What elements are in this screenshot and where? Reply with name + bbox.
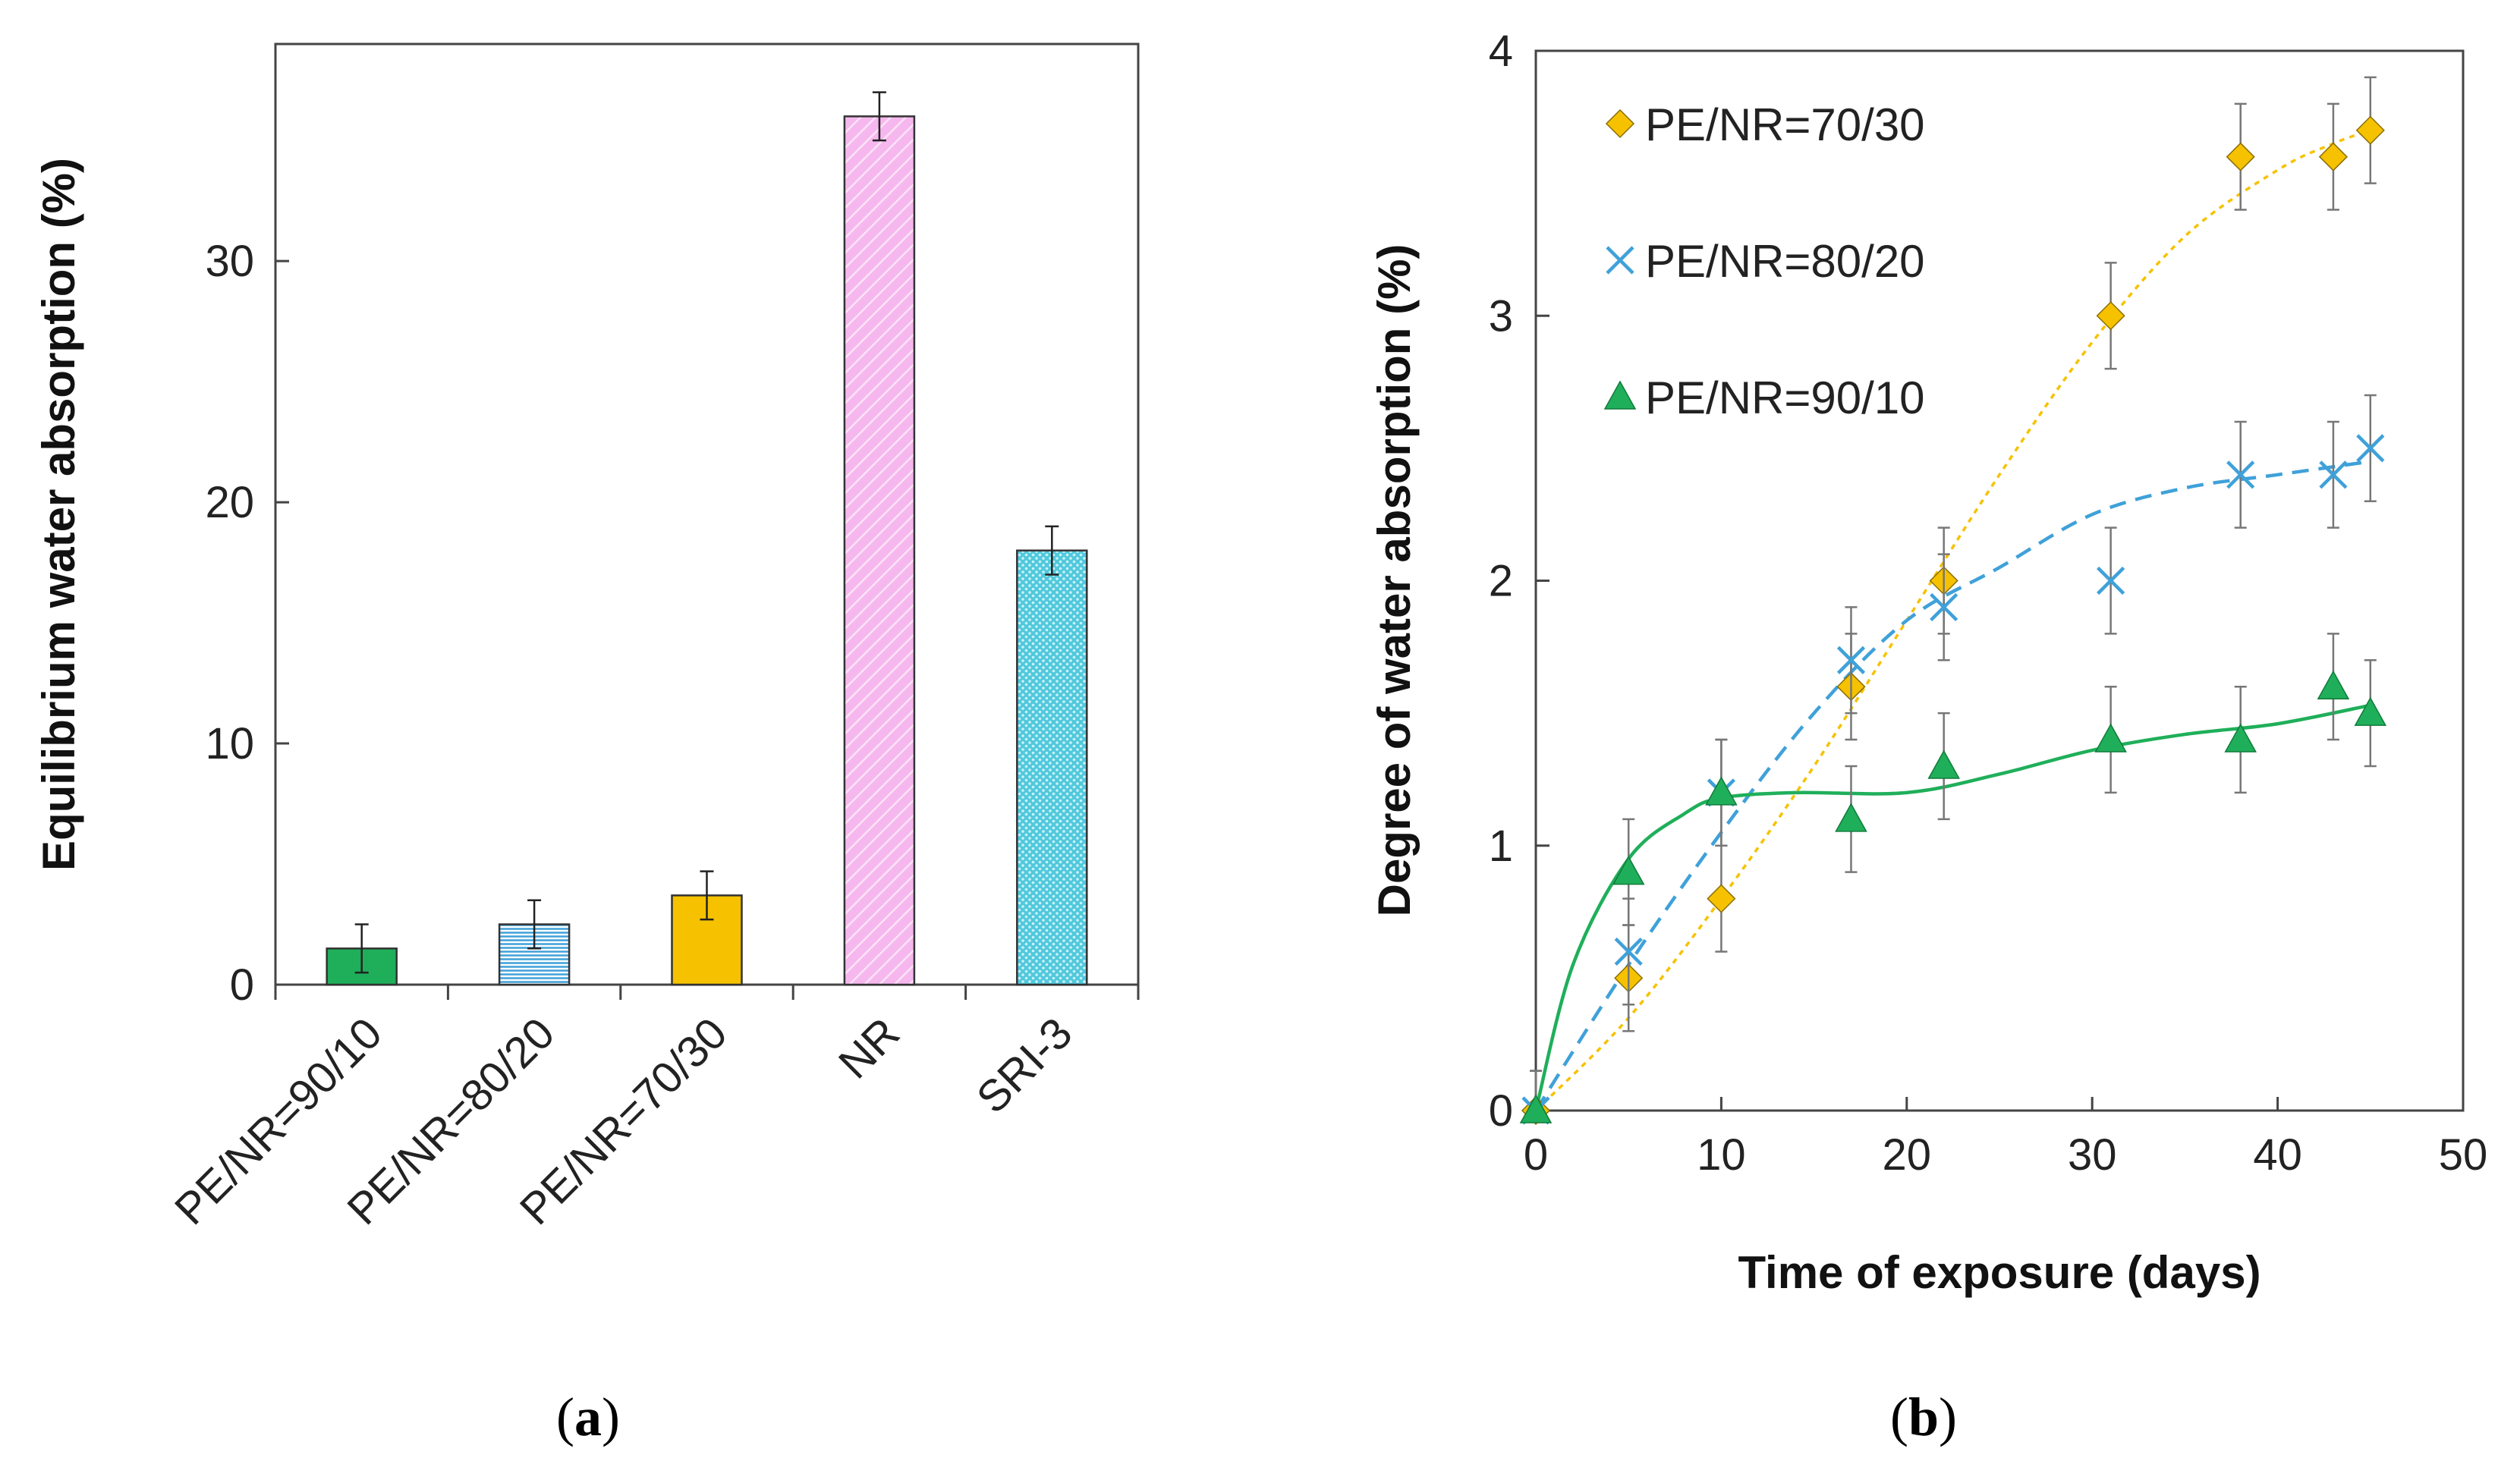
b-point-stroke xyxy=(2226,460,2255,489)
a-bar-2 xyxy=(498,923,571,986)
panel-a-y-ticks: 0 10 20 30 xyxy=(205,237,1140,1010)
b-series-2 xyxy=(1521,394,2385,1125)
a-category-label: SRI-3 xyxy=(967,1008,1082,1123)
a-bar-5 xyxy=(1016,549,1088,986)
panel-a-plot-frame xyxy=(274,42,1140,986)
b-point xyxy=(1707,884,1736,913)
b-point xyxy=(2354,696,2387,726)
panel-b-label: (b) xyxy=(1890,1387,1957,1447)
a-errorbar-5 xyxy=(1045,525,1059,576)
panel-b-trendlines xyxy=(1534,129,2371,1112)
panel-a-y-axis-label: Equilibrium water absorption (%) xyxy=(33,158,84,871)
a-bar-3 xyxy=(671,894,743,986)
b-point xyxy=(2097,566,2125,595)
b-trendline-1 xyxy=(1534,129,2371,1112)
b-ytick-label: 1 xyxy=(1489,822,1513,871)
b-point xyxy=(1927,749,1960,779)
a-bar-4 xyxy=(843,115,916,986)
b-point-stroke xyxy=(2319,460,2348,489)
b-point xyxy=(2224,723,2257,753)
b-point xyxy=(2096,301,2125,331)
a-errorbar-1 xyxy=(354,923,369,974)
a-ytick-label: 30 xyxy=(205,237,254,286)
b-point xyxy=(1930,592,1958,622)
b-legend-label: PE/NR=80/20 xyxy=(1645,236,1925,287)
b-xtick-label: 40 xyxy=(2253,1130,2302,1180)
b-xtick-label: 50 xyxy=(2439,1130,2488,1180)
b-legend-item-2: PE/NR=80/20 xyxy=(1606,236,1925,287)
b-legend-marker xyxy=(1606,246,1634,275)
b-series-1 xyxy=(1521,76,2385,1126)
b-point xyxy=(2226,142,2255,171)
panel-a-bars xyxy=(326,91,1088,986)
panel-a-label: (a) xyxy=(556,1387,620,1447)
b-legend-label: PE/NR=90/10 xyxy=(1645,372,1925,423)
b-ytick-label: 3 xyxy=(1489,291,1513,341)
b-legend-label: PE/NR=70/30 xyxy=(1645,99,1925,150)
panel-b-y-axis-label: Degree of water absorption (%) xyxy=(1369,244,1420,917)
b-xtick-label: 20 xyxy=(1883,1130,1932,1180)
b-point xyxy=(2356,434,2385,463)
b-point xyxy=(1614,937,1643,966)
b-point-stroke xyxy=(2356,434,2385,463)
panel-b-plot-frame xyxy=(1534,49,2465,1112)
b-point xyxy=(1612,856,1645,885)
b-legend-item-3: PE/NR=90/10 xyxy=(1603,372,1925,423)
b-point xyxy=(2226,460,2255,489)
b-point xyxy=(2317,670,2350,699)
b-series-3 xyxy=(1519,633,2387,1123)
panel-b-legend: PE/NR=70/30 PE/NR=80/20 PE/NR=90/10 xyxy=(1603,99,1925,423)
b-xtick-label: 10 xyxy=(1697,1130,1746,1180)
b-point xyxy=(2094,723,2127,753)
b-legend-marker xyxy=(1605,108,1635,139)
a-errorbar-4 xyxy=(872,91,886,142)
a-errorbar-3 xyxy=(700,870,714,921)
b-legend-item-1: PE/NR=70/30 xyxy=(1605,99,1925,150)
b-point xyxy=(2355,115,2385,145)
b-xtick-label: 0 xyxy=(1524,1130,1548,1180)
a-errorbar-2 xyxy=(527,899,542,950)
b-legend-marker xyxy=(1603,380,1637,410)
b-point-stroke xyxy=(1930,592,1958,622)
b-point xyxy=(2319,460,2348,489)
b-ytick-label: 0 xyxy=(1489,1086,1513,1136)
a-ytick-label: 20 xyxy=(205,478,254,527)
b-point xyxy=(1836,646,1866,674)
a-ytick-label: 10 xyxy=(205,719,254,768)
panel-b-x-axis-label: Time of exposure (days) xyxy=(1738,1247,2260,1298)
b-point-stroke xyxy=(2097,566,2125,595)
panel-b-ticks: 0 10 20 30 40 50 0 1 2 3 4 xyxy=(1489,27,2488,1180)
b-point xyxy=(1519,1094,1553,1123)
b-point xyxy=(1835,803,1867,832)
b-trendline-3 xyxy=(1534,703,2371,1111)
b-ytick-label: 4 xyxy=(1489,27,1513,76)
b-point xyxy=(2318,142,2348,171)
b-point xyxy=(1705,776,1738,806)
b-xtick-label: 30 xyxy=(2068,1130,2117,1180)
a-ytick-label: 0 xyxy=(230,960,254,1010)
a-category-label: NR xyxy=(829,1008,909,1088)
b-ytick-label: 2 xyxy=(1489,557,1513,606)
b-point-stroke xyxy=(1614,937,1643,966)
b-point-stroke xyxy=(1836,646,1866,674)
panel-b-data-points xyxy=(1519,76,2387,1126)
b-legend-marker-stroke xyxy=(1606,246,1634,275)
b-trendline-2 xyxy=(1534,460,2371,1112)
